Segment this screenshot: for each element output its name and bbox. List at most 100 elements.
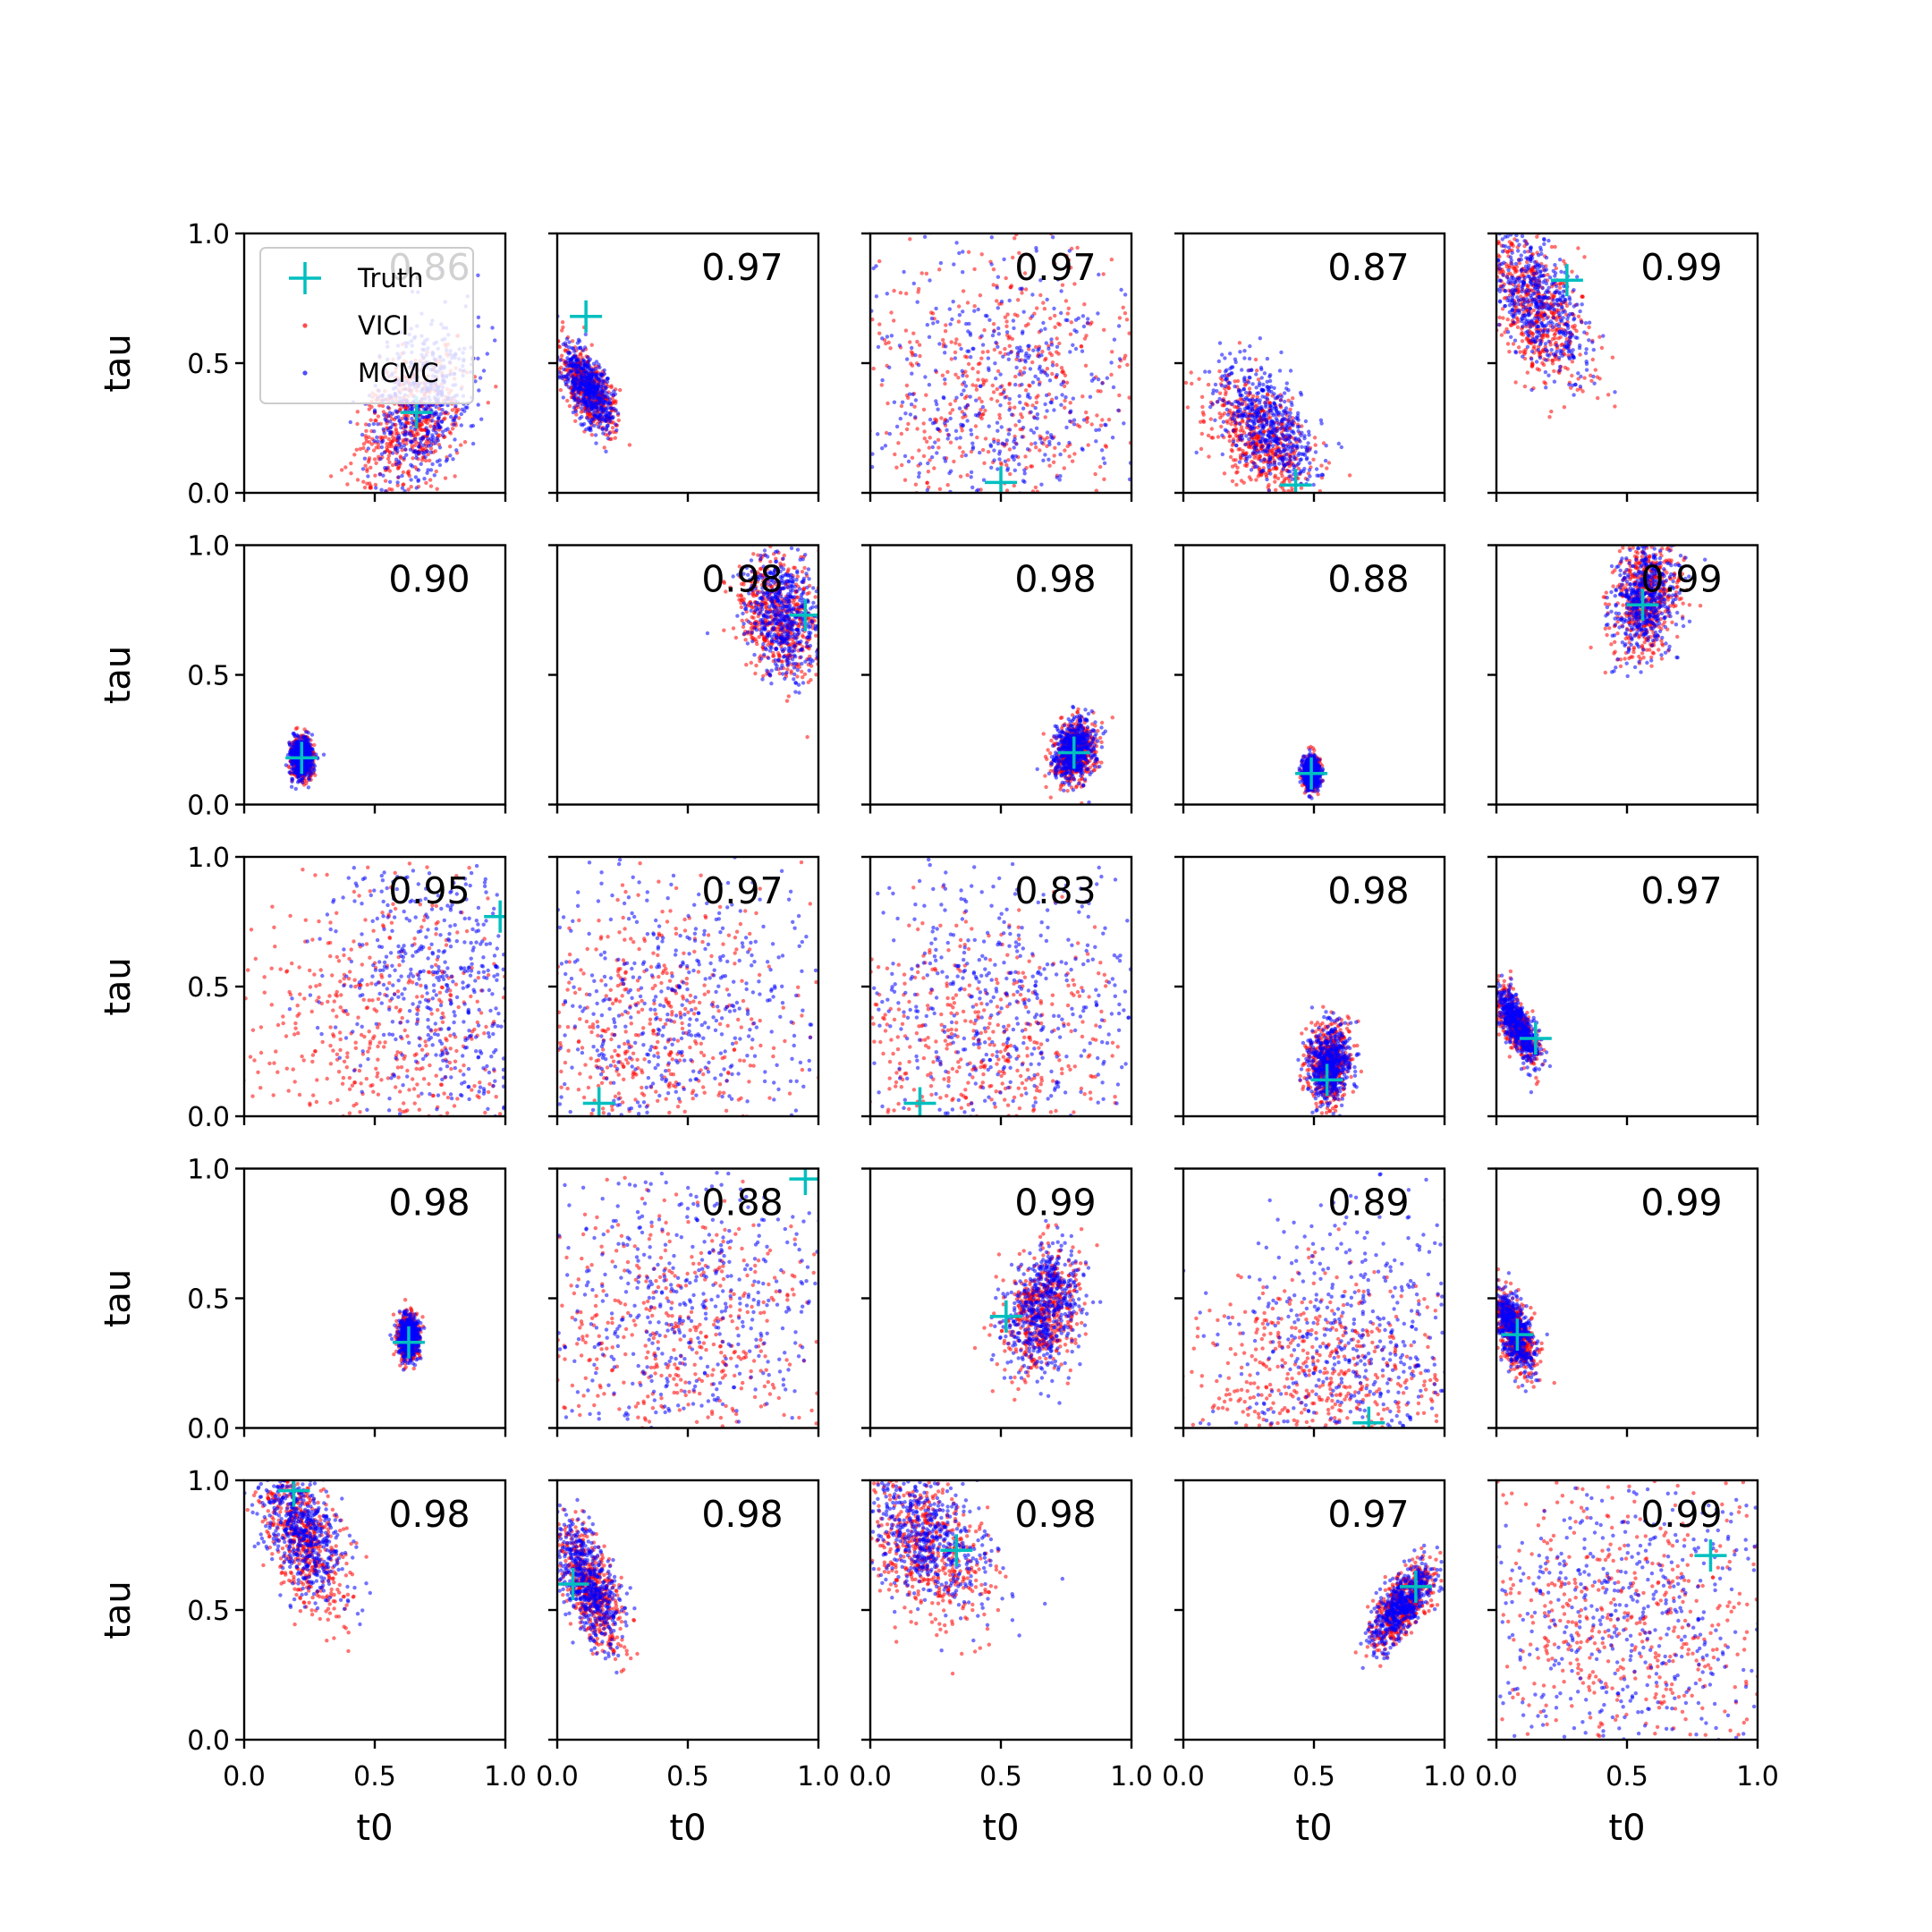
mcmc-point — [1059, 289, 1063, 293]
vici-point — [1256, 474, 1261, 479]
vici-point — [1062, 384, 1067, 388]
vici-point — [1053, 325, 1057, 329]
mcmc-point — [1587, 320, 1592, 325]
mcmc-point — [1508, 255, 1513, 259]
mcmc-point — [936, 407, 940, 411]
mcmc-point — [880, 446, 885, 451]
vici-point — [367, 407, 371, 411]
mcmc-point — [574, 366, 579, 371]
vici-point — [1084, 334, 1089, 338]
mcmc-point — [1237, 421, 1242, 427]
vici-point — [339, 468, 344, 472]
vici-point — [944, 323, 948, 327]
mcmc-point — [917, 470, 921, 476]
mcmc-point — [1269, 408, 1274, 412]
mcmc-point — [1530, 292, 1536, 297]
mcmc-point — [963, 453, 969, 458]
mcmc-point — [1320, 472, 1326, 478]
mcmc-point — [588, 377, 593, 381]
vici-point — [462, 440, 468, 445]
vici-point — [395, 483, 400, 487]
vici-point — [1030, 403, 1035, 408]
mcmc-point — [1215, 389, 1219, 394]
vici-point — [1239, 456, 1243, 461]
vici-point — [982, 327, 987, 333]
mcmc-point — [1591, 347, 1597, 352]
mcmc-point — [1050, 363, 1055, 368]
vici-point — [1060, 283, 1065, 287]
mcmc-point — [1266, 385, 1270, 389]
mcmc-point — [951, 300, 955, 304]
mcmc-point — [1280, 459, 1285, 463]
vici-point — [978, 293, 983, 298]
vici-point — [1505, 342, 1511, 346]
vici-point — [494, 385, 498, 389]
mcmc-point — [1556, 303, 1561, 308]
mcmc-point — [1261, 432, 1266, 437]
mcmc-point — [1500, 237, 1505, 242]
mcmc-point — [598, 413, 603, 418]
vici-point — [1613, 404, 1617, 409]
vici-point — [610, 426, 615, 430]
vici-point — [936, 437, 941, 442]
vici-point — [1229, 422, 1233, 427]
vici-point — [884, 430, 889, 436]
mcmc-point — [1568, 301, 1572, 306]
mcmc-point — [1283, 399, 1287, 404]
mcmc-point — [1280, 419, 1284, 424]
vici-point — [1505, 250, 1511, 254]
mcmc-point — [897, 343, 902, 348]
vici-point — [371, 448, 377, 453]
mcmc-point — [578, 361, 582, 366]
mcmc-point — [1584, 347, 1589, 352]
mcmc-point — [1522, 300, 1528, 304]
mcmc-point — [1504, 275, 1510, 279]
mcmc-point — [959, 346, 963, 352]
mcmc-point — [1527, 289, 1531, 293]
vici-point — [1576, 377, 1580, 381]
mcmc-point — [572, 377, 577, 381]
vici-point — [972, 304, 977, 309]
vici-point — [1056, 321, 1061, 326]
vici-point — [354, 447, 359, 452]
mcmc-point — [400, 486, 405, 490]
mcmc-point — [1573, 382, 1578, 387]
mcmc-point — [597, 403, 601, 409]
mcmc-point — [414, 455, 419, 461]
vici-point — [1098, 423, 1104, 428]
mcmc-point — [434, 404, 438, 410]
vici-point — [386, 453, 392, 458]
vici-point — [1548, 343, 1553, 347]
vici-point — [1570, 360, 1575, 364]
vici-point — [1227, 438, 1233, 444]
mcmc-point — [1272, 426, 1276, 431]
mcmc-point — [1034, 426, 1039, 430]
mcmc-point — [1269, 404, 1275, 410]
vici-point — [1537, 368, 1542, 372]
mcmc-point — [922, 234, 928, 239]
mcmc-point — [1049, 400, 1054, 405]
mcmc-point — [1536, 348, 1541, 352]
mcmc-point — [604, 449, 608, 453]
mcmc-point — [1536, 289, 1540, 294]
legend-vici-icon — [302, 323, 308, 328]
mcmc-point — [1059, 382, 1063, 386]
mcmc-point — [1004, 438, 1010, 443]
mcmc-point — [1012, 445, 1016, 450]
mcmc-point — [409, 425, 413, 430]
mcmc-point — [1216, 400, 1220, 404]
vici-point — [1089, 320, 1094, 325]
mcmc-point — [894, 424, 900, 429]
vici-point — [898, 291, 903, 295]
mcmc-point — [476, 315, 481, 319]
vici-point — [1254, 478, 1258, 482]
vici-point — [1506, 264, 1512, 268]
mcmc-point — [1240, 368, 1244, 372]
mcmc-point — [1284, 437, 1288, 443]
vici-point — [960, 428, 964, 433]
mcmc-point — [1005, 466, 1011, 470]
vici-point — [986, 450, 991, 454]
vici-point — [940, 373, 945, 377]
mcmc-point — [883, 444, 888, 448]
mcmc-point — [1277, 462, 1282, 466]
